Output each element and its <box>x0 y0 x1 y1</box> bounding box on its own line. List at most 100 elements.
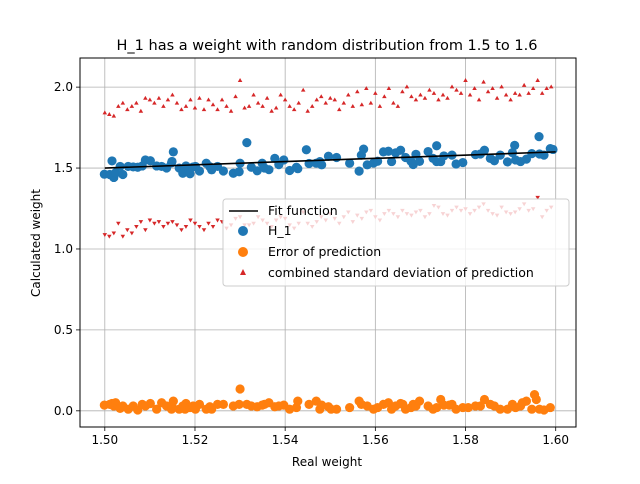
std-upper-marker <box>165 97 171 102</box>
std-lower-marker <box>129 231 135 236</box>
std-upper-marker <box>143 95 148 100</box>
x-tick-label: 1.54 <box>272 433 299 447</box>
std-upper-marker <box>512 91 518 95</box>
std-upper-marker <box>494 95 500 100</box>
legend: Fit function H_1 Error of prediction com… <box>222 198 570 287</box>
std-upper-marker <box>355 89 360 94</box>
x-tick-label: 1.50 <box>91 433 118 447</box>
std-upper-marker <box>544 86 549 91</box>
std-lower-marker <box>165 221 171 226</box>
std-upper-marker <box>463 78 468 82</box>
std-lower-marker <box>179 228 184 233</box>
std-upper-marker <box>116 103 121 108</box>
h1-point <box>331 152 342 163</box>
h1-point <box>386 156 397 167</box>
std-upper-marker <box>242 105 247 110</box>
std-lower-marker <box>125 228 130 233</box>
std-upper-marker <box>422 95 428 100</box>
x-tick-label: 1.60 <box>542 433 569 447</box>
std-lower-marker <box>138 220 144 225</box>
h1-point <box>502 157 513 167</box>
legend-label-error-of-prediction: Error of prediction <box>268 244 381 259</box>
legend-label-h1: H_1 <box>268 223 292 238</box>
h1-point <box>458 157 468 168</box>
h1-point <box>301 145 311 155</box>
std-upper-marker <box>436 97 441 102</box>
std-upper-marker <box>219 97 225 102</box>
std-upper-marker <box>530 86 536 91</box>
h1-point <box>432 141 442 151</box>
std-upper-marker <box>210 102 216 107</box>
std-upper-marker <box>296 100 301 105</box>
std-upper-marker <box>314 97 319 102</box>
std-upper-marker <box>161 103 166 108</box>
std-upper-marker <box>467 92 473 97</box>
std-lower-marker <box>102 233 108 238</box>
error-point <box>152 404 162 414</box>
std-upper-marker <box>300 87 306 92</box>
x-tick-label: 1.52 <box>182 433 209 447</box>
error-point <box>398 399 408 409</box>
std-upper-marker <box>445 95 450 100</box>
std-upper-marker <box>382 94 387 99</box>
std-upper-marker <box>327 95 333 100</box>
std-lower-marker <box>152 221 157 226</box>
std-upper-marker <box>400 89 405 94</box>
h1-point <box>293 164 303 174</box>
h1-point <box>495 150 505 160</box>
std-upper-marker <box>273 105 279 110</box>
h1-point <box>423 146 433 157</box>
std-upper-marker <box>350 103 356 108</box>
h1-point <box>107 156 117 166</box>
std-upper-marker <box>188 97 193 102</box>
std-upper-marker <box>215 107 220 112</box>
std-upper-marker <box>368 100 374 105</box>
std-upper-marker <box>341 100 347 105</box>
std-upper-marker <box>413 97 419 102</box>
h1-point <box>181 161 191 171</box>
error-point <box>545 402 555 413</box>
std-upper-marker <box>431 91 437 95</box>
std-upper-marker <box>260 103 265 108</box>
std-upper-marker <box>539 91 545 95</box>
std-upper-marker <box>395 103 401 108</box>
h1-point <box>167 156 177 167</box>
h1-point <box>354 166 364 176</box>
error-point <box>345 402 355 413</box>
error-point <box>293 396 303 406</box>
std-lower-marker <box>156 220 162 225</box>
std-upper-marker <box>364 86 369 91</box>
h1-point <box>527 149 537 159</box>
h1-point <box>194 166 205 176</box>
std-upper-marker <box>517 92 522 97</box>
std-upper-marker <box>526 91 531 95</box>
std-lower-marker <box>201 228 207 233</box>
std-lower-marker <box>147 218 153 223</box>
std-upper-marker <box>377 103 383 108</box>
error-point <box>531 394 541 405</box>
error-point <box>444 400 454 410</box>
plot-frame <box>79 57 577 428</box>
std-lower-marker <box>183 225 189 229</box>
h1-point <box>359 144 369 154</box>
std-upper-marker <box>499 84 504 89</box>
error-point <box>304 399 314 409</box>
std-lower-marker <box>174 223 180 228</box>
std-upper-marker <box>373 91 378 95</box>
h1-point <box>218 166 228 176</box>
legend-std-swatch <box>240 269 246 275</box>
std-upper-marker <box>278 92 283 97</box>
h1-point <box>395 145 406 155</box>
x-tick-label: 1.56 <box>362 433 389 447</box>
std-upper-marker <box>535 78 540 82</box>
std-upper-marker <box>409 94 414 99</box>
std-lower-marker <box>192 221 198 226</box>
std-upper-marker <box>481 79 486 84</box>
h1-point <box>489 156 499 166</box>
std-upper-marker <box>269 108 274 113</box>
std-upper-marker <box>156 95 162 100</box>
y-tick-label: 0.5 <box>54 323 73 337</box>
std-upper-marker <box>251 92 256 97</box>
